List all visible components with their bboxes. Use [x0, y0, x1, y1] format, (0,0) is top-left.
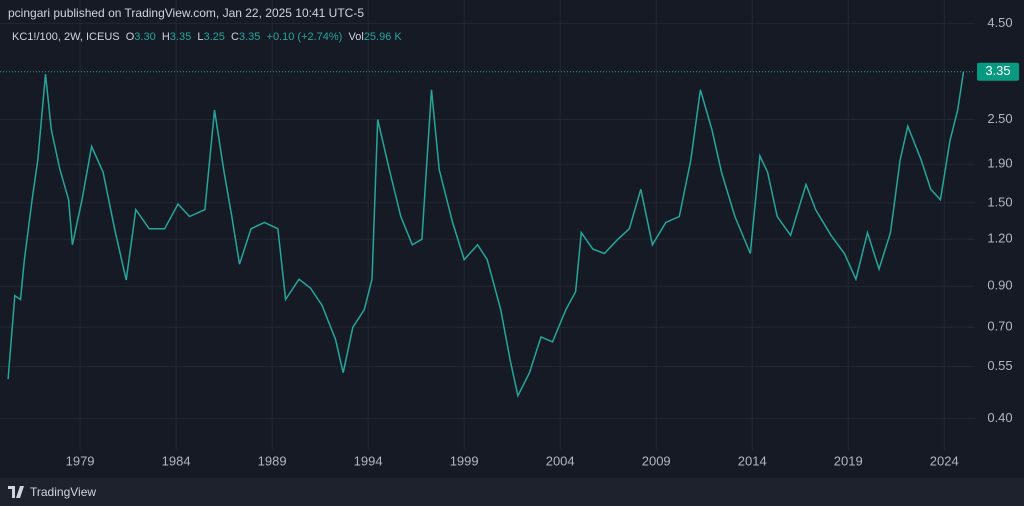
- open-label: O: [125, 31, 135, 43]
- open: 3.30: [134, 31, 156, 43]
- chart: 4.50 2.50 1.90 1.50 1.20 0.90 0.70 0.55 0.40 1979…: [0, 0, 1019, 468]
- change: +0.10 (+2.74%): [266, 31, 343, 43]
- x-tick-label: 1984: [162, 453, 191, 468]
- y-tick-label: 1.50: [987, 194, 1012, 209]
- x-tick-label: 2004: [546, 453, 575, 468]
- x-tick-label: 2024: [930, 453, 959, 468]
- symbol: KC1!/100, 2W, ICEUS: [12, 31, 120, 43]
- high-label: H: [161, 31, 170, 43]
- y-tick-label: 4.50: [987, 15, 1012, 30]
- price-line: [7, 71, 965, 399]
- y-tick-label: 0.70: [987, 319, 1012, 334]
- volume: 25.96 K: [363, 31, 402, 43]
- y-tick-label: 1.90: [987, 156, 1012, 171]
- x-tick-label: 2009: [642, 453, 671, 468]
- last-price-label: 3.35: [985, 63, 1010, 78]
- low: 3.25: [203, 31, 225, 43]
- y-tick-label: 2.50: [987, 111, 1012, 126]
- legend: KC1!/100, 2W, ICEUS O3.30 H3.35 L3.25 C3…: [12, 31, 402, 43]
- x-tick-label: 1999: [450, 453, 479, 468]
- header-title: pcingari published on TradingView.com, J…: [8, 6, 364, 20]
- low-label: L: [197, 31, 204, 43]
- close-label: C: [231, 31, 239, 43]
- brand: TradingView: [30, 485, 97, 499]
- logo: [8, 486, 24, 498]
- close: 3.35: [238, 31, 261, 43]
- x-tick-label: 1979: [66, 453, 95, 468]
- footer: TradingView: [0, 478, 1024, 506]
- y-tick-label: 0.90: [987, 278, 1012, 293]
- x-tick-label: 1994: [354, 453, 383, 468]
- volume-label: Vol: [348, 31, 364, 43]
- x-tick-label: 2019: [834, 453, 863, 468]
- y-tick-label: 0.55: [987, 358, 1012, 373]
- high: 3.35: [169, 31, 192, 43]
- last-price-box: [977, 62, 1019, 81]
- y-tick-label: 0.40: [987, 410, 1012, 425]
- y-tick-label: 1.20: [987, 231, 1012, 246]
- x-tick-label: 1989: [258, 453, 287, 468]
- x-tick-label: 2014: [738, 453, 767, 468]
